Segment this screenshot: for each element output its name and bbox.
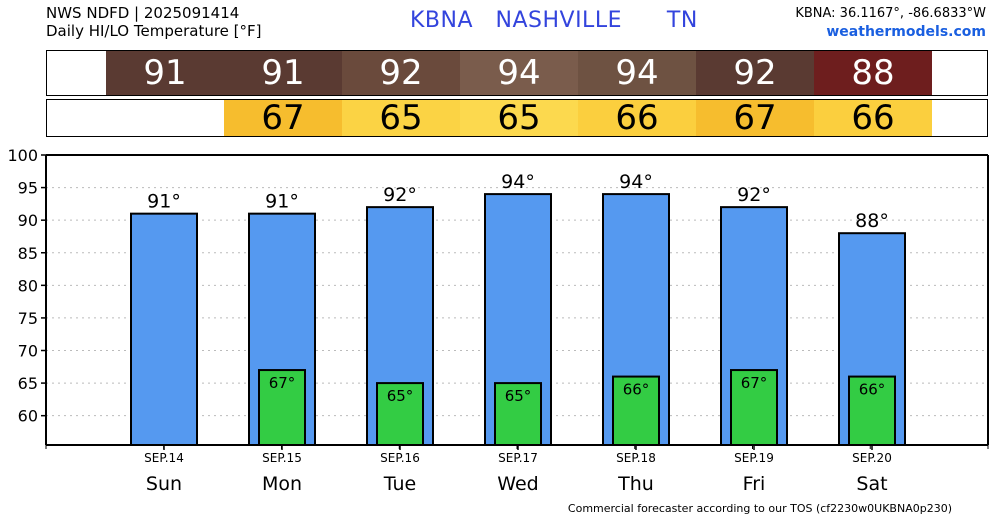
y-tick-label: 80 [18, 276, 38, 295]
high-temp-cell: 91 [106, 51, 224, 95]
site-link[interactable]: weathermodels.com [826, 24, 986, 40]
y-tick-label: 90 [18, 211, 38, 230]
product-title: NWS NDFD | 2025091414 [46, 4, 240, 22]
y-tick-label: 65 [18, 374, 38, 393]
x-date-label: SEP.14 [144, 451, 184, 465]
low-bar [612, 375, 660, 446]
x-date-label: SEP.16 [380, 451, 420, 465]
footer-note: Commercial forecaster according to our T… [567, 502, 952, 515]
high-bar [130, 212, 198, 446]
x-day-label: Sat [856, 473, 887, 495]
y-tick-label: 70 [18, 342, 38, 361]
y-tick-label: 75 [18, 309, 38, 328]
low-bar [730, 369, 778, 446]
low-temp-strip: 67 65 65 66 67 66 [46, 99, 988, 137]
low-bar [376, 382, 424, 446]
x-date-label: SEP.17 [498, 451, 538, 465]
y-tick-label: 60 [18, 407, 38, 426]
x-date-label: SEP.18 [616, 451, 656, 465]
low-temp-cell: 67 [224, 100, 342, 136]
high-bar-label: 91° [147, 191, 181, 213]
x-date-label: SEP.20 [852, 451, 892, 465]
station-coordinates: KBNA: 36.1167°, -86.6833°W [795, 6, 986, 21]
x-date-label: SEP.19 [734, 451, 774, 465]
high-bar-label: 92° [737, 184, 771, 206]
high-temp-cell: 91 [224, 51, 342, 95]
low-bar-label: 65° [387, 387, 414, 405]
low-bar-label: 65° [505, 387, 532, 405]
low-temp-cell: 67 [696, 100, 814, 136]
low-bar-label: 66° [623, 381, 650, 399]
low-temp-cell: 66 [814, 100, 932, 136]
low-bar-label: 67° [269, 374, 296, 392]
x-date-label: SEP.15 [262, 451, 302, 465]
high-temp-cell: 92 [696, 51, 814, 95]
x-day-label: Thu [617, 473, 654, 495]
x-day-label: Tue [383, 473, 416, 495]
x-day-label: Wed [497, 473, 538, 495]
y-tick-label: 95 [18, 179, 38, 198]
x-day-label: Fri [743, 473, 766, 495]
station-title: KBNA NASHVILLE TN [410, 8, 698, 33]
low-temp-cell: 65 [342, 100, 460, 136]
low-temp-cell: 65 [460, 100, 578, 136]
high-temp-cell: 92 [342, 51, 460, 95]
y-tick-label: 100 [7, 146, 38, 165]
high-bar-label: 92° [383, 184, 417, 206]
high-temp-strip: 91 91 92 94 94 92 88 [46, 50, 988, 96]
high-temp-cell: 94 [460, 51, 578, 95]
high-bar-label: 94° [501, 171, 535, 193]
high-bar-label: 94° [619, 171, 653, 193]
x-day-label: Sun [146, 473, 182, 495]
high-temp-cell: 88 [814, 51, 932, 95]
low-bar-label: 67° [741, 374, 768, 392]
low-bar-label: 66° [859, 381, 886, 399]
variable-title: Daily HI/LO Temperature [°F] [46, 22, 262, 40]
x-day-label: Mon [262, 473, 302, 495]
high-bar-label: 88° [855, 210, 889, 232]
high-temp-cell: 94 [578, 51, 696, 95]
high-bar-label: 91° [265, 191, 299, 213]
y-tick-label: 85 [18, 244, 38, 263]
low-temp-cell: 66 [578, 100, 696, 136]
